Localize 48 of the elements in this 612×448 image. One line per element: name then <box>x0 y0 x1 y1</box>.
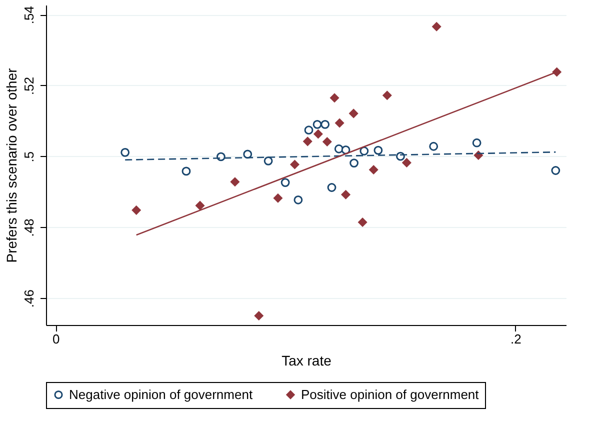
point <box>254 311 264 320</box>
point <box>280 178 290 187</box>
point <box>120 148 130 157</box>
point <box>196 201 204 210</box>
point <box>294 195 303 204</box>
point <box>429 142 438 151</box>
point <box>374 146 383 155</box>
point <box>132 206 141 215</box>
x-axis-title: Tax rate <box>282 352 332 368</box>
y-tick-label: .5 <box>22 151 36 162</box>
point <box>360 146 369 156</box>
point <box>273 194 282 203</box>
point <box>182 166 191 176</box>
y-tick-label: .52 <box>22 76 36 95</box>
point <box>350 158 359 168</box>
point <box>314 130 323 138</box>
point <box>264 156 273 166</box>
point <box>322 137 332 146</box>
y-tick-label: .46 <box>22 290 36 308</box>
point <box>334 144 344 154</box>
x-tick-label: .2 <box>510 332 522 346</box>
point <box>382 90 392 100</box>
y-axis-title: Prefers this scenario over other <box>4 68 20 263</box>
x-tick-label: 0 <box>52 332 60 346</box>
legend-label: Positive opinion of government <box>301 386 480 402</box>
point <box>369 165 378 174</box>
point <box>330 93 339 102</box>
point <box>327 183 336 192</box>
point <box>432 22 442 32</box>
y-tick-label: .54 <box>22 6 36 24</box>
point <box>358 218 368 227</box>
point <box>216 152 226 162</box>
point <box>349 108 358 118</box>
point <box>335 118 344 128</box>
point <box>320 120 330 129</box>
point <box>402 158 412 168</box>
point <box>341 190 350 200</box>
point <box>230 177 240 186</box>
point <box>303 136 312 146</box>
point <box>551 166 560 175</box>
point <box>243 150 252 159</box>
y-tick-label: .48 <box>22 218 36 237</box>
point <box>304 126 314 135</box>
point <box>290 160 300 169</box>
point <box>472 138 482 148</box>
point <box>552 68 562 76</box>
point <box>312 120 322 129</box>
legend-label: Negative opinion of government <box>69 386 253 402</box>
